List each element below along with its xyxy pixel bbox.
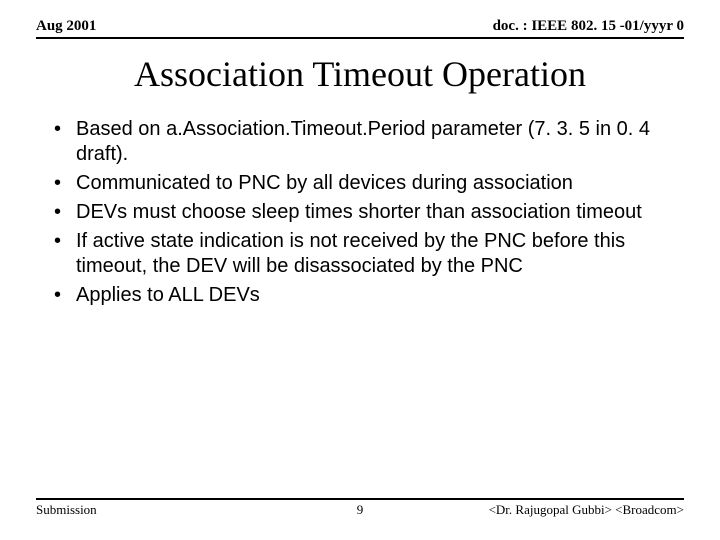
list-item: DEVs must choose sleep times shorter tha… [50, 200, 684, 225]
list-item: If active state indication is not receiv… [50, 229, 684, 279]
list-item: Applies to ALL DEVs [50, 283, 684, 308]
slide: Aug 2001 doc. : IEEE 802. 15 -01/yyyr 0 … [0, 0, 720, 540]
footer-author: <Dr. Rajugopal Gubbi> <Broadcom> [468, 502, 684, 518]
list-item: Based on a.Association.Timeout.Period pa… [50, 117, 684, 167]
header: Aug 2001 doc. : IEEE 802. 15 -01/yyyr 0 [36, 18, 684, 39]
header-docnum: doc. : IEEE 802. 15 -01/yyyr 0 [493, 18, 684, 35]
footer-left: Submission [36, 502, 252, 518]
header-date: Aug 2001 [36, 18, 96, 35]
page-title: Association Timeout Operation [36, 53, 684, 95]
footer-page-number: 9 [252, 502, 468, 518]
list-item: Communicated to PNC by all devices durin… [50, 171, 684, 196]
bullet-list: Based on a.Association.Timeout.Period pa… [36, 117, 684, 308]
footer: Submission 9 <Dr. Rajugopal Gubbi> <Broa… [36, 498, 684, 518]
